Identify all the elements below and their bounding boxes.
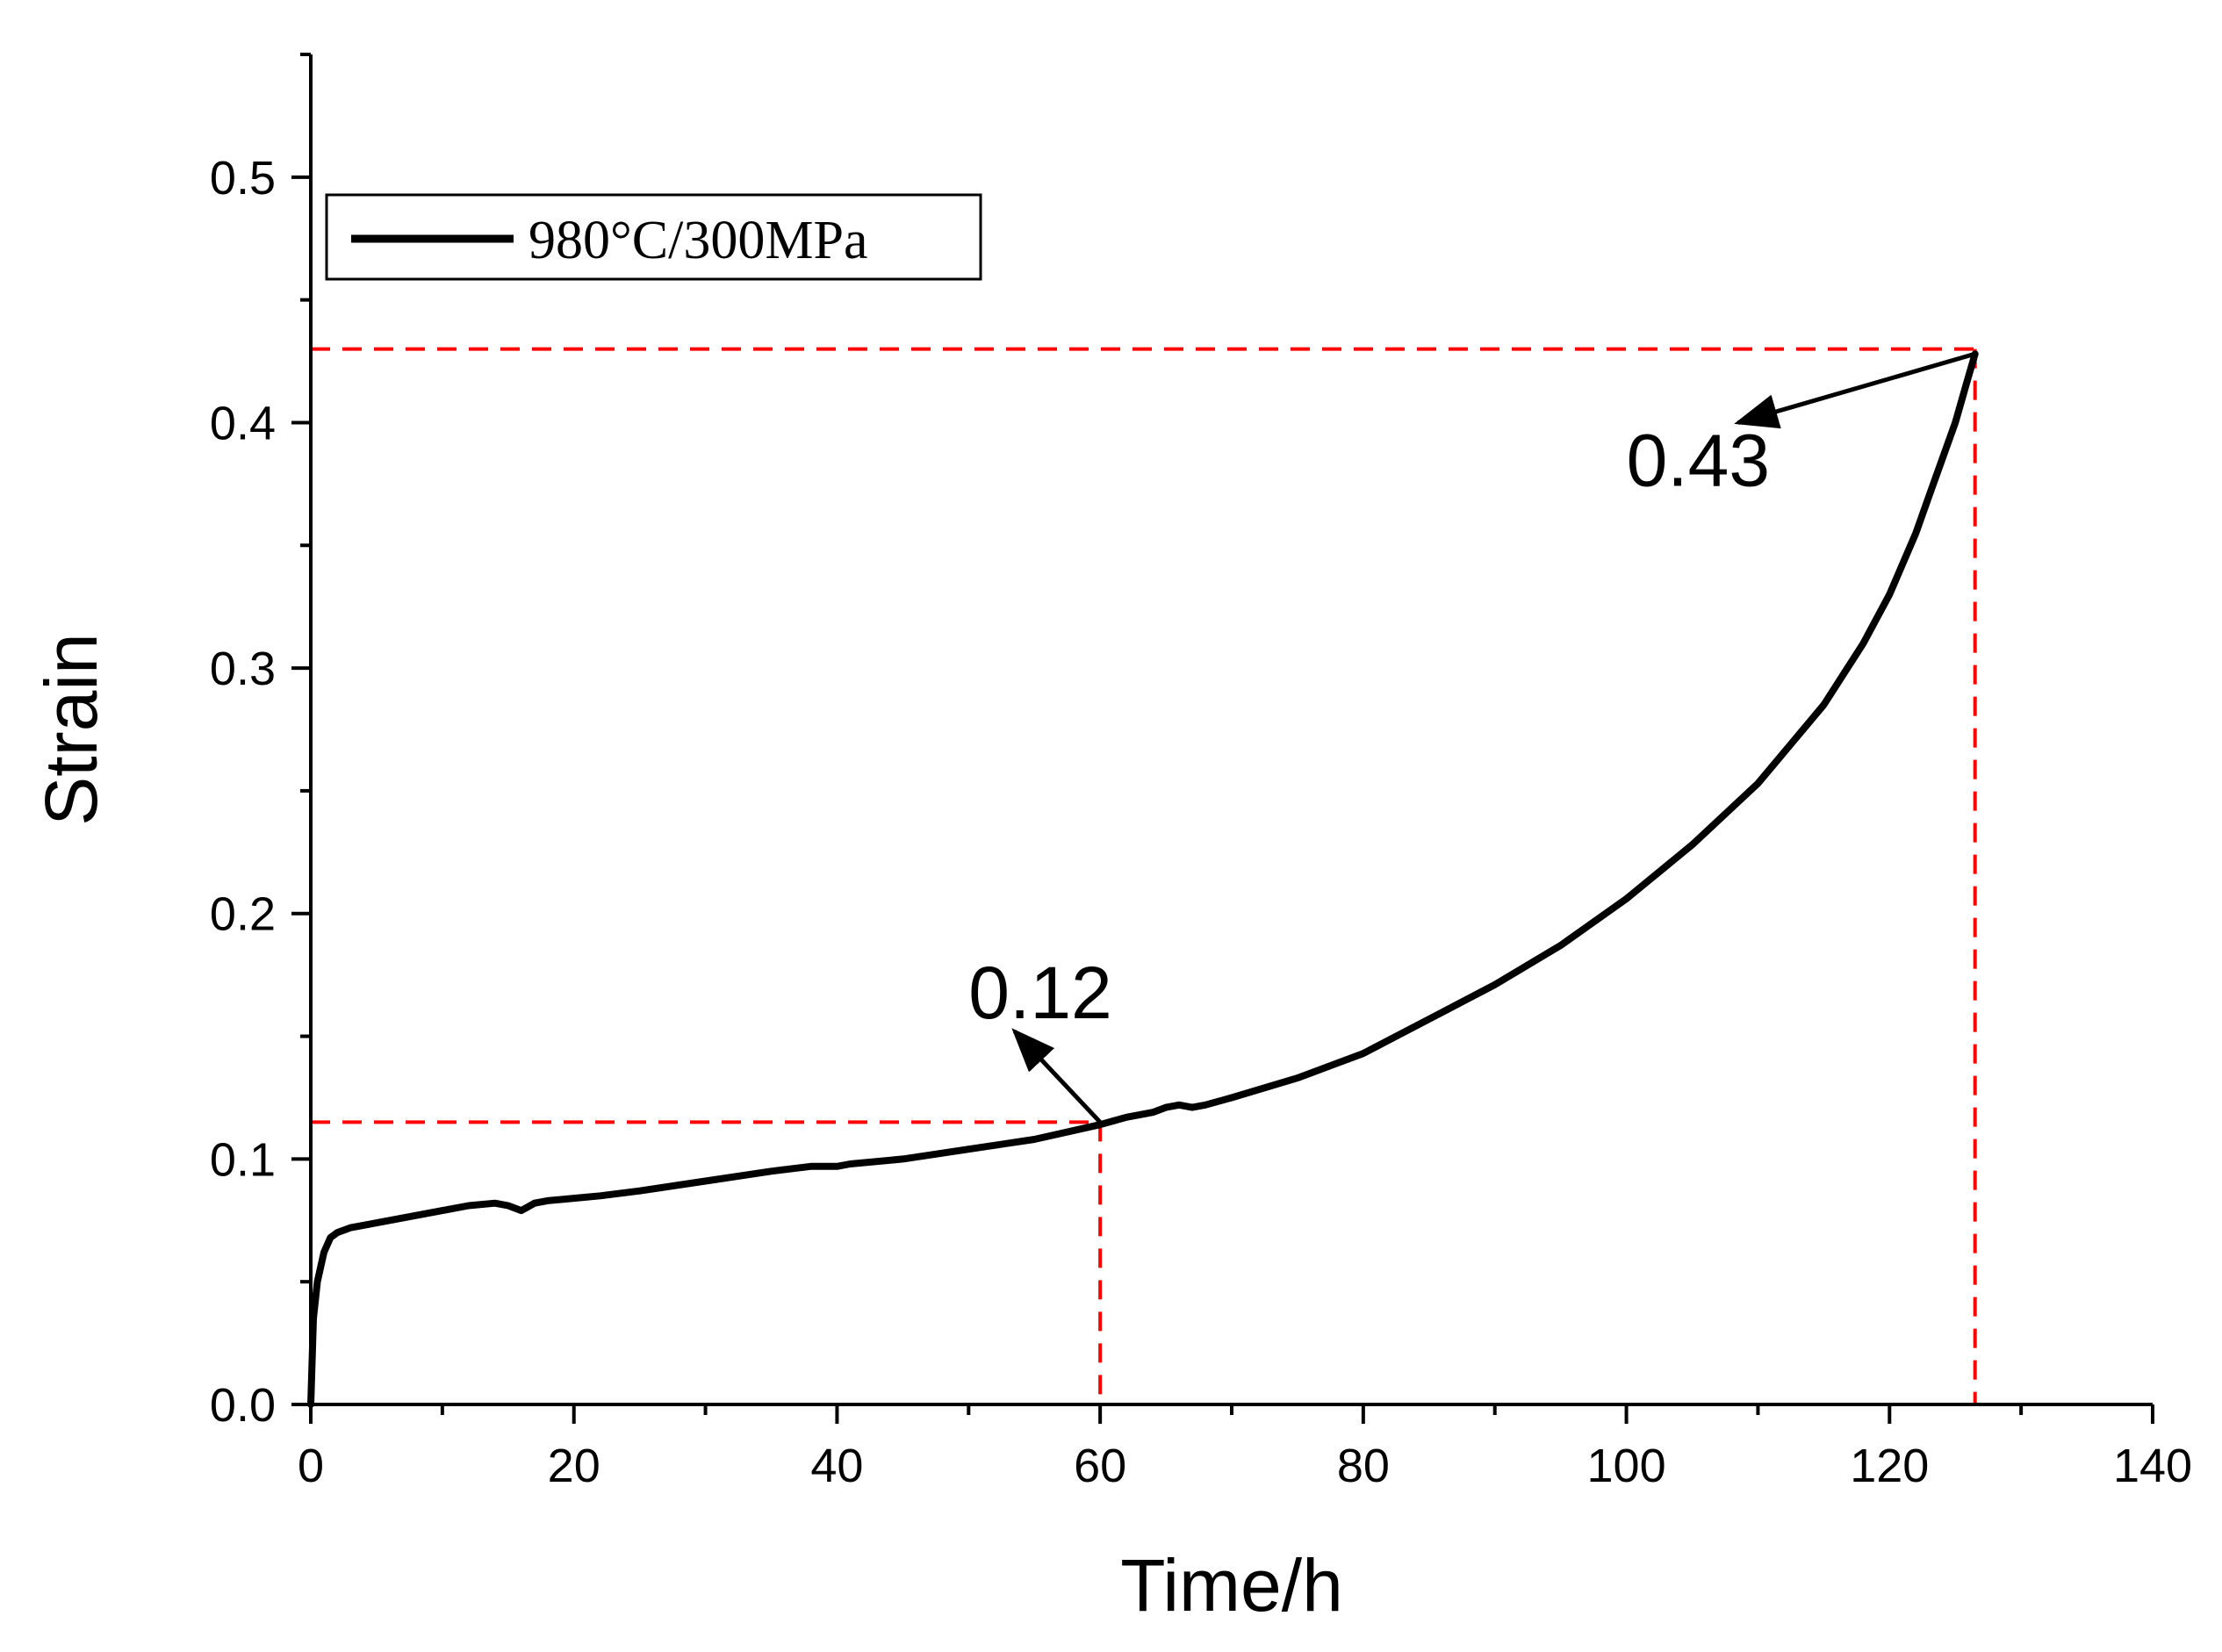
x-tick-label: 80 <box>1337 1440 1390 1492</box>
y-tick-label: 0.4 <box>210 397 276 449</box>
x-tick-label: 140 <box>2113 1440 2192 1492</box>
x-tick-label: 120 <box>1850 1440 1929 1492</box>
annotations: 0.12 0.43 <box>968 351 1976 1124</box>
x-tick-label: 0 <box>298 1440 324 1492</box>
x-axis-title: Time/h <box>1120 1544 1343 1627</box>
y-tick-label: 0.0 <box>210 1379 276 1432</box>
axes: 0 20 40 60 80 100 120 140 0.0 0.1 0.2 0.3 0.4 0.5 <box>210 53 2192 1492</box>
y-tick-label: 0.5 <box>210 152 276 205</box>
legend-label: 980°C/300MPa <box>529 211 868 270</box>
x-tick-label: 20 <box>548 1440 600 1492</box>
y-axis-title: Strain <box>30 633 112 825</box>
series-layer <box>307 350 1979 1408</box>
y-tick-label: 0.1 <box>210 1133 276 1186</box>
annotation-label-0: 0.12 <box>968 952 1112 1034</box>
x-tick-label: 60 <box>1074 1440 1126 1492</box>
series-line-0 <box>307 350 1979 1408</box>
y-tick-label: 0.2 <box>210 888 276 941</box>
x-tick-label: 100 <box>1587 1440 1666 1492</box>
legend: 980°C/300MPa <box>325 193 982 281</box>
annotation-arrow-1 <box>1734 351 1976 429</box>
reference-lines <box>311 347 1977 1404</box>
annotation-label-1: 0.43 <box>1627 419 1771 501</box>
y-tick-label: 0.3 <box>210 643 276 695</box>
x-tick-label: 40 <box>810 1440 863 1492</box>
annotation-arrow-0 <box>1011 1028 1102 1124</box>
